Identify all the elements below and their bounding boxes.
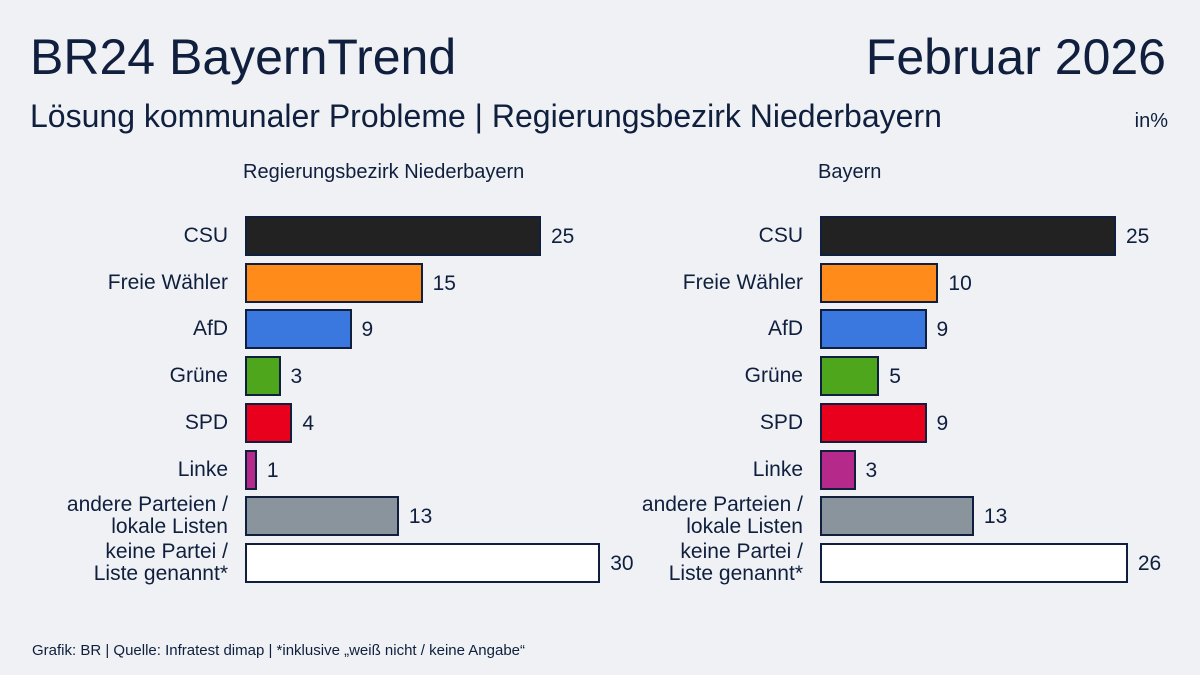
value-label: 26	[1137, 551, 1162, 575]
category-label: Grüne	[169, 364, 228, 388]
bar	[820, 449, 856, 490]
panel-title: Bayern	[818, 161, 882, 183]
bar	[245, 402, 293, 443]
category-label: AfD	[192, 317, 228, 341]
bar	[245, 309, 352, 350]
unit: in%	[1134, 110, 1168, 132]
date: Februar 2026	[865, 29, 1166, 85]
bar	[245, 542, 601, 583]
bar	[820, 356, 880, 397]
category-label: Linke	[752, 457, 803, 481]
value-label: 9	[361, 318, 374, 342]
bar	[245, 449, 257, 490]
value-label: 3	[865, 458, 878, 482]
bar	[245, 216, 541, 256]
value-label: 3	[290, 365, 303, 389]
bar	[820, 402, 927, 443]
category-label: Freie Wähler	[682, 270, 803, 294]
category-label: AfD	[767, 317, 803, 341]
value-label: 4	[302, 411, 315, 435]
bar	[245, 356, 281, 397]
value-label: 10	[948, 271, 972, 295]
bar	[820, 216, 1116, 256]
bar	[820, 262, 939, 303]
category-label: Grüne	[744, 364, 803, 388]
value-label: 9	[936, 411, 949, 435]
category-label: CSU	[183, 224, 228, 247]
panel-title: Regierungsbezirk Niederbayern	[243, 161, 525, 183]
category-label: SPD	[184, 410, 228, 434]
subtitle: Lösung kommunaler Probleme | Regierungsb…	[30, 98, 942, 134]
category-label: keine Partei / Liste genannt*	[93, 539, 228, 585]
value-label: 30	[610, 551, 634, 575]
title: BR24 BayernTrend	[30, 29, 457, 85]
category-label: keine Partei / Liste genannt*	[668, 539, 803, 585]
value-label: 13	[983, 505, 1008, 529]
bar	[245, 496, 399, 537]
category-label: Linke	[177, 457, 228, 481]
bar	[820, 542, 1128, 583]
category-label: andere Parteien / lokale Listen	[641, 493, 803, 539]
category-label: Freie Wähler	[107, 270, 228, 294]
value-label: 9	[936, 318, 949, 342]
bar	[820, 309, 927, 350]
value-label: 25	[551, 225, 575, 248]
value-label: 5	[889, 365, 901, 389]
value-label: 25	[1126, 225, 1150, 248]
category-label: andere Parteien / lokale Listen	[66, 493, 228, 539]
bar	[820, 496, 974, 537]
value-label: 1	[266, 458, 279, 482]
category-label: SPD	[759, 410, 803, 434]
value-label: 13	[408, 505, 433, 529]
value-label: 15	[432, 271, 456, 295]
source: Grafik: BR | Quelle: Infratest dimap | *…	[32, 642, 526, 659]
bar	[245, 262, 423, 303]
category-label: CSU	[758, 224, 803, 247]
